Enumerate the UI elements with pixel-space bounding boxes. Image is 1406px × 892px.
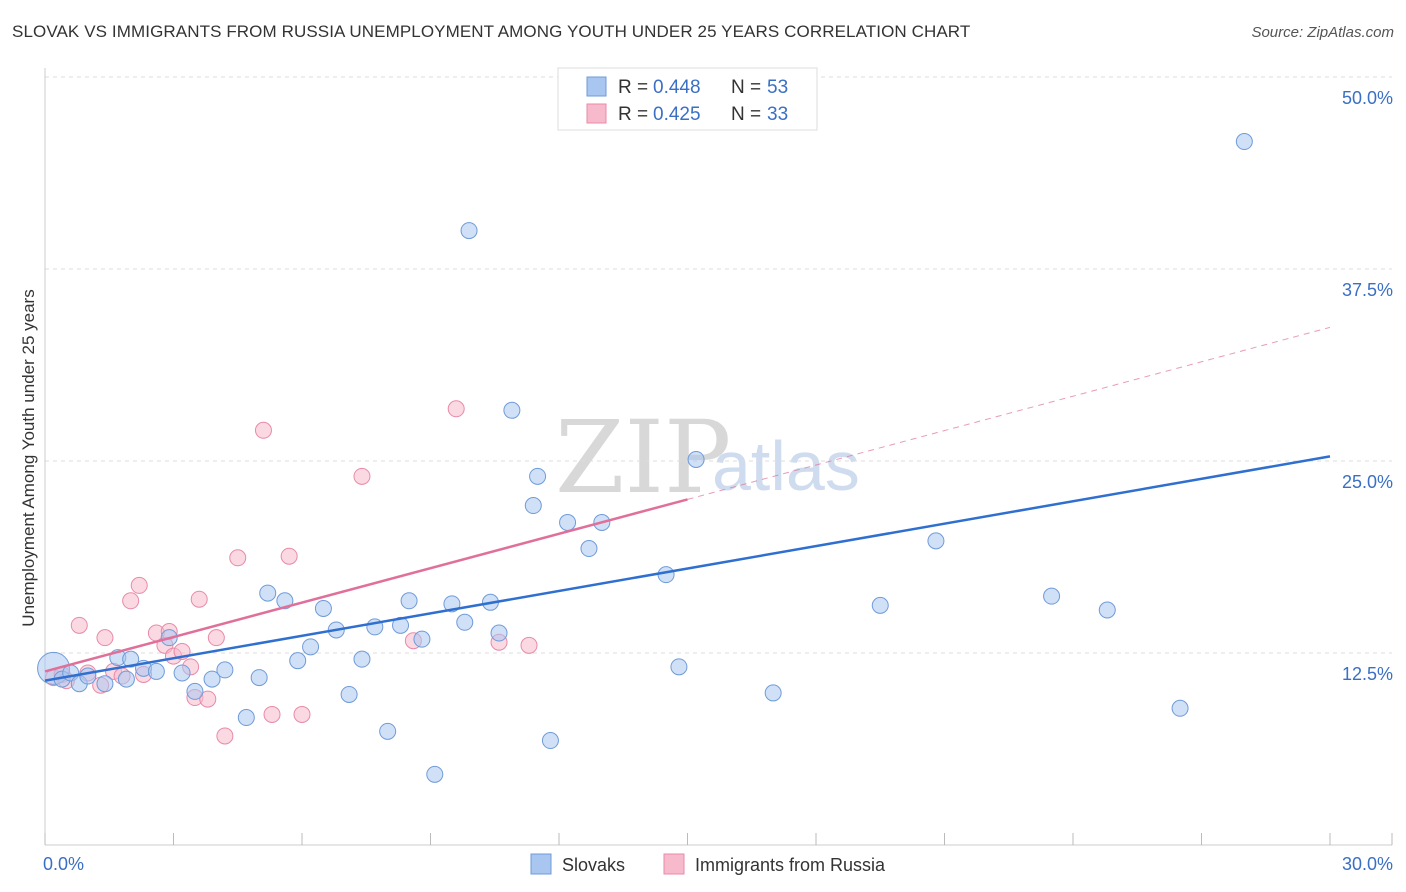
- bottom-legend-label-slovak: Slovaks: [562, 855, 625, 875]
- point-slovak-31: [426, 765, 444, 783]
- point-russia-22: [216, 727, 234, 745]
- point-russia-9: [122, 592, 140, 610]
- watermark-atlas: atlas: [712, 427, 860, 505]
- point-slovak-53: [1235, 133, 1253, 151]
- point-slovak-51: [1098, 601, 1116, 619]
- point-slovak-13: [186, 682, 204, 700]
- point-slovak-36: [490, 624, 508, 642]
- point-russia-25: [263, 705, 281, 723]
- y-tick-label-1: 25.0%: [1342, 472, 1393, 492]
- point-slovak-10: [147, 662, 165, 680]
- series-russia-points: [45, 400, 538, 745]
- point-russia-27: [293, 705, 311, 723]
- point-slovak-29: [400, 592, 418, 610]
- point-russia-32: [520, 636, 538, 654]
- point-slovak-18: [259, 584, 277, 602]
- legend-swatch-russia: [586, 103, 607, 124]
- point-slovak-47: [764, 684, 782, 702]
- point-slovak-41: [559, 513, 577, 531]
- point-slovak-22: [314, 599, 332, 617]
- point-russia-24: [254, 421, 272, 439]
- point-russia-26: [280, 547, 298, 565]
- point-russia-21: [207, 629, 225, 647]
- point-slovak-25: [353, 650, 371, 668]
- point-slovak-45: [670, 658, 688, 676]
- point-slovak-21: [302, 638, 320, 656]
- legend-n-value-slovak: 53: [767, 77, 788, 98]
- point-slovak-16: [237, 709, 255, 727]
- x-tick-label-min: 0.0%: [43, 854, 84, 874]
- point-slovak-27: [379, 722, 397, 740]
- legend-top: R = 0.448 N = 53 R = 0.425 N = 33: [557, 67, 818, 131]
- axes: [44, 68, 1392, 846]
- point-russia-28: [353, 467, 371, 485]
- point-slovak-33: [456, 613, 474, 631]
- y-tick-label-0: 12.5%: [1342, 664, 1393, 684]
- legend-swatch-slovak: [586, 76, 607, 97]
- trend-slovak: [44, 455, 1331, 682]
- y-tick-label-3: 50.0%: [1342, 88, 1393, 108]
- point-slovak-50: [1043, 587, 1061, 605]
- point-russia-10: [130, 576, 148, 594]
- point-slovak-20: [289, 652, 307, 670]
- point-slovak-30: [413, 630, 431, 648]
- y-tick-label-2: 37.5%: [1342, 280, 1393, 300]
- legend-r-label-russia: R =: [618, 104, 648, 125]
- point-slovak-24: [340, 685, 358, 703]
- point-slovak-15: [216, 661, 234, 679]
- bottom-legend-swatch-slovak: [530, 853, 552, 875]
- x-tick-label-max: 30.0%: [1342, 854, 1393, 874]
- chart-title: SLOVAK VS IMMIGRANTS FROM RUSSIA UNEMPLO…: [12, 22, 971, 41]
- point-russia-6: [96, 629, 114, 647]
- legend-r-value-russia: 0.425: [653, 104, 701, 125]
- bottom-legend-swatch-russia: [663, 853, 685, 875]
- point-slovak-48: [871, 596, 889, 614]
- legend-n-value-russia: 33: [767, 104, 788, 125]
- bottom-legend-label-russia: Immigrants from Russia: [695, 855, 886, 875]
- trend-russia: [44, 498, 688, 673]
- point-slovak-5: [96, 675, 114, 693]
- point-slovak-39: [529, 467, 547, 485]
- point-slovak-46: [687, 450, 705, 468]
- legend-n-label-slovak: N =: [731, 77, 761, 98]
- point-slovak-8: [122, 650, 140, 668]
- point-slovak-49: [927, 532, 945, 550]
- point-slovak-38: [524, 497, 542, 515]
- y-tick-labels: 12.5% 25.0% 37.5% 50.0%: [1342, 88, 1393, 684]
- trend-lines: [44, 326, 1331, 682]
- series-slovak-points: [37, 133, 1253, 783]
- legend-r-value-slovak: 0.448: [653, 77, 701, 98]
- point-slovak-14: [203, 670, 221, 688]
- point-slovak-4: [79, 667, 97, 685]
- trend-russia-extension: [687, 326, 1331, 500]
- y-axis-label: Unemployment Among Youth under 25 years: [19, 289, 38, 626]
- point-slovak-7: [117, 670, 135, 688]
- point-slovak-44: [657, 566, 675, 584]
- source-label: Source: ZipAtlas.com: [1251, 24, 1394, 41]
- x-ticks: [44, 833, 1393, 845]
- point-slovak-12: [173, 664, 191, 682]
- point-russia-3: [70, 616, 88, 634]
- point-slovak-19: [276, 592, 294, 610]
- legend-n-label-russia: N =: [731, 104, 761, 125]
- point-russia-20: [199, 690, 217, 708]
- point-russia-23: [229, 549, 247, 567]
- legend-r-label-slovak: R =: [618, 77, 648, 98]
- point-slovak-42: [580, 540, 598, 558]
- point-slovak-52: [1171, 699, 1189, 717]
- watermark-zip: ZIP: [555, 399, 731, 516]
- point-slovak-37: [503, 401, 521, 419]
- point-slovak-34: [460, 222, 478, 240]
- legend-bottom: Slovaks Immigrants from Russia: [530, 853, 886, 875]
- point-russia-19: [190, 590, 208, 608]
- point-slovak-40: [541, 732, 559, 750]
- point-russia-30: [447, 400, 465, 418]
- point-slovak-17: [250, 669, 268, 687]
